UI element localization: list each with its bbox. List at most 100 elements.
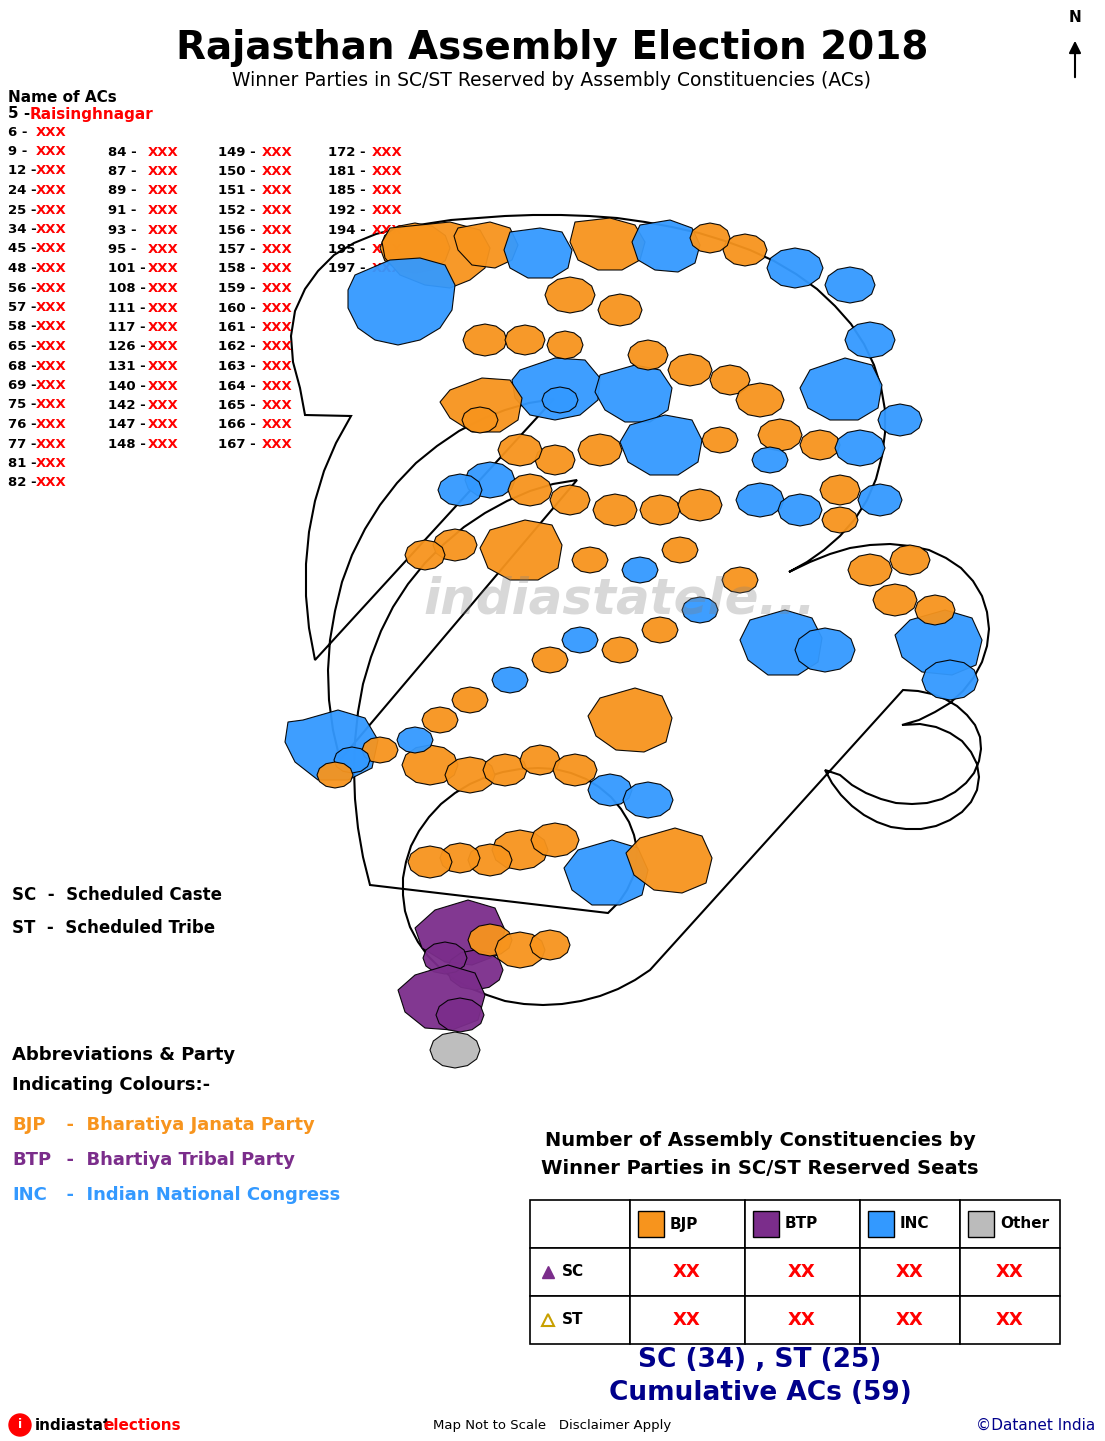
Text: 151 -: 151 - [218,184,261,197]
Polygon shape [922,660,978,700]
Bar [960,1200,1060,1248]
Polygon shape [440,378,522,432]
Polygon shape [433,529,477,561]
Text: SC (34) , ST (25): SC (34) , ST (25) [639,1347,882,1373]
Text: XXX: XXX [36,184,66,197]
Polygon shape [845,321,895,357]
Text: XXX: XXX [148,301,179,314]
Polygon shape [588,687,672,752]
Polygon shape [669,354,712,386]
Polygon shape [422,708,457,733]
Polygon shape [492,830,548,870]
Polygon shape [382,222,490,288]
Polygon shape [291,215,989,1004]
Text: Other: Other [1000,1216,1049,1232]
Text: 150 -: 150 - [218,166,261,179]
Text: 108 -: 108 - [108,282,150,295]
Text: XXX: XXX [36,301,66,314]
Text: Winner Parties in SC/ST Reserved by Assembly Constituencies (ACs): Winner Parties in SC/ST Reserved by Asse… [232,71,872,89]
Text: XXX: XXX [36,281,66,294]
Text: 197 -: 197 - [328,262,370,275]
Text: XX: XX [788,1311,815,1329]
Polygon shape [505,326,545,354]
Text: 126 -: 126 - [108,340,150,353]
Text: 5 -: 5 - [8,107,35,121]
Polygon shape [736,383,785,416]
Text: 25 -: 25 - [8,203,41,216]
Polygon shape [317,762,352,788]
Polygon shape [530,929,570,960]
Polygon shape [504,228,572,278]
Text: XXX: XXX [36,223,66,236]
Text: XX: XX [996,1311,1024,1329]
Text: 152 -: 152 - [218,205,261,218]
Text: -  Bhartiya Tribal Party: - Bhartiya Tribal Party [54,1151,295,1169]
Polygon shape [800,357,882,419]
Text: 162 -: 162 - [218,340,261,353]
Text: -  Indian National Congress: - Indian National Congress [54,1186,340,1205]
Text: XXX: XXX [262,379,293,392]
Text: XXX: XXX [148,146,179,159]
Text: 24 -: 24 - [8,184,41,197]
Text: i: i [18,1418,22,1431]
Polygon shape [825,267,875,303]
Polygon shape [570,218,645,269]
Polygon shape [469,924,512,955]
Polygon shape [423,942,467,974]
Polygon shape [454,222,518,268]
Text: XXX: XXX [262,146,293,159]
Polygon shape [820,476,860,504]
Text: XXX: XXX [148,399,179,412]
Text: 194 -: 194 - [328,223,370,236]
Polygon shape [890,545,930,575]
Polygon shape [436,999,484,1032]
Text: 165 -: 165 - [218,399,261,412]
Text: XXX: XXX [372,205,402,218]
Bar [860,1200,960,1248]
Text: XXX: XXX [148,418,179,431]
Polygon shape [498,434,541,465]
Polygon shape [512,357,600,419]
Text: Map Not to Scale   Disclaimer Apply: Map Not to Scale Disclaimer Apply [433,1418,671,1431]
Polygon shape [690,223,730,254]
Polygon shape [348,258,455,344]
Text: XXX: XXX [36,262,66,275]
Polygon shape [794,628,855,672]
Bar [630,1295,745,1344]
Text: 131 -: 131 - [108,360,150,373]
Text: 148 -: 148 - [108,438,150,451]
Polygon shape [402,745,457,785]
Polygon shape [572,548,608,574]
Bar [530,1295,630,1344]
Polygon shape [682,597,718,623]
Bar [630,1200,745,1248]
Polygon shape [285,710,378,780]
Polygon shape [480,520,562,579]
Polygon shape [753,447,788,473]
Text: XXX: XXX [148,379,179,392]
Polygon shape [520,745,560,775]
Text: XXX: XXX [262,321,293,334]
Text: XXX: XXX [148,184,179,197]
Text: 163 -: 163 - [218,360,261,373]
Polygon shape [857,484,902,516]
Polygon shape [532,823,579,857]
Polygon shape [895,610,982,674]
Text: 156 -: 156 - [218,223,261,236]
Text: 95 -: 95 - [108,244,141,256]
Bar [753,1210,779,1236]
Text: indiastat: indiastat [35,1418,112,1432]
Bar [745,1200,860,1248]
Text: XXX: XXX [372,223,402,236]
Text: 34 -: 34 - [8,223,41,236]
Text: 172 -: 172 - [328,146,370,159]
Text: SC  -  Scheduled Caste: SC - Scheduled Caste [12,886,222,904]
Text: XXX: XXX [36,477,66,490]
Polygon shape [430,1032,480,1068]
Polygon shape [532,647,568,673]
Text: 12 -: 12 - [8,164,41,177]
Text: elections: elections [103,1418,180,1432]
Text: XXX: XXX [36,146,66,159]
Text: XXX: XXX [148,166,179,179]
Text: XXX: XXX [262,301,293,314]
